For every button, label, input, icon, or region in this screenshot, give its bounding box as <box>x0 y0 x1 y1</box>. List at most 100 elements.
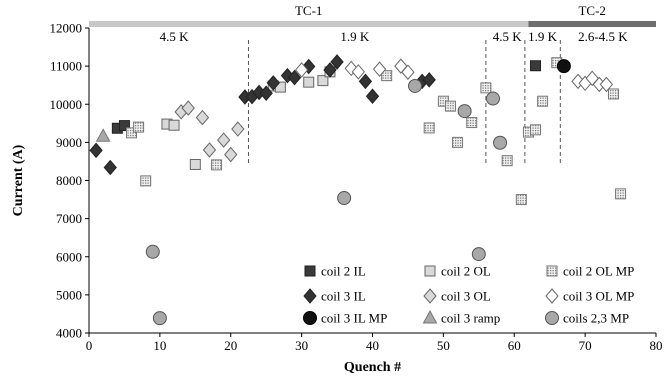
x-tick-label-4: 40 <box>366 338 379 353</box>
point-s4-2 <box>195 109 210 126</box>
legend-label-3: coil 3 IL <box>321 289 366 304</box>
point-s2-10 <box>480 82 492 94</box>
x-tick-label-2: 20 <box>224 338 237 353</box>
legend-marker-4 <box>423 288 437 304</box>
series-6 <box>556 59 571 74</box>
point-s3-0 <box>89 142 103 159</box>
series-5 <box>294 58 614 93</box>
legend-item-5: coil 3 OL MP <box>545 288 634 304</box>
axes: 4000 5000 6000 7000 8000 9000 10000 11000 12000 0… <box>50 21 663 354</box>
phase-label-0: TC-1 <box>295 3 322 18</box>
point-s8-1 <box>152 311 167 326</box>
point-s2-3 <box>211 159 223 171</box>
legend-label-5: coil 3 OL MP <box>563 289 634 304</box>
point-s2-9 <box>466 117 478 129</box>
legend-label-4: coil 3 OL <box>441 289 491 304</box>
point-s8-0 <box>145 244 160 259</box>
legend-marker-0 <box>304 265 316 277</box>
point-s8-3 <box>408 78 423 93</box>
x-tick-label-3: 30 <box>295 338 308 353</box>
point-s3-13 <box>365 88 380 105</box>
series-4 <box>174 100 245 163</box>
point-s4-6 <box>231 121 245 137</box>
y-tick-label-3: 7000 <box>56 211 82 226</box>
legend-item-2: coil 2 OL MP <box>546 264 634 279</box>
point-s2-4 <box>381 70 393 82</box>
point-s5-3 <box>372 61 387 77</box>
series-0 <box>111 60 542 134</box>
point-s3-1 <box>103 159 117 176</box>
y-tick-label-7: 11000 <box>50 59 82 74</box>
legend: coil 2 IL coil 2 OL coil 2 OL MP coil 3 IL c… <box>303 264 634 326</box>
region-label-4: 2.6-4.5 K <box>578 29 628 44</box>
point-s5-5 <box>401 64 415 80</box>
point-s0-2 <box>530 60 542 72</box>
point-s8-7 <box>493 135 508 150</box>
point-s2-5 <box>423 122 435 134</box>
legend-label-7: coil 3 ramp <box>441 311 500 326</box>
legend-marker-1 <box>424 265 436 277</box>
x-axis-title: Quench # <box>344 360 401 375</box>
legend-label-6: coil 3 IL MP <box>321 311 387 326</box>
series-2 <box>126 57 627 206</box>
point-s5-0 <box>294 62 309 78</box>
x-tick-label-0: 0 <box>86 338 93 353</box>
legend-label-1: coil 2 OL <box>441 264 491 279</box>
series-3 <box>89 54 436 176</box>
legend-item-8: coils 2,3 MP <box>545 311 629 326</box>
point-s2-18 <box>615 188 627 200</box>
region-labels: 4.5 K 1.9 K 4.5 K 1.9 K 2.6-4.5 K <box>160 29 629 44</box>
phase-label-1: TC-2 <box>578 3 605 18</box>
point-s0-1 <box>118 120 130 132</box>
point-s4-1 <box>181 100 195 116</box>
point-s2-7 <box>444 100 456 112</box>
point-s3-15 <box>422 72 436 88</box>
y-tick-label-0: 4000 <box>56 326 82 341</box>
legend-marker-7 <box>422 309 438 324</box>
legend-label-2: coil 2 OL MP <box>563 264 634 279</box>
point-s3-6 <box>266 75 280 91</box>
y-tick-label-8: 12000 <box>50 21 83 36</box>
region-label-2: 4.5 K <box>493 29 523 44</box>
region-label-1: 1.9 K <box>340 29 370 44</box>
y-axis-title: Current (A) <box>11 144 26 216</box>
point-s2-0 <box>126 127 138 139</box>
point-s4-3 <box>202 142 217 158</box>
y-tick-label-2: 6000 <box>56 249 82 264</box>
phase-bars: TC-1 TC-2 <box>89 3 656 27</box>
point-s1-1 <box>168 119 180 131</box>
y-tick-label-5: 9000 <box>56 135 82 150</box>
point-s2-11 <box>501 155 513 167</box>
point-s8-4 <box>457 104 472 119</box>
point-s7-0 <box>95 128 111 142</box>
x-tick-label-6: 60 <box>508 338 521 353</box>
point-s3-12 <box>358 73 373 90</box>
phase-bar-0 <box>89 21 529 27</box>
point-s3-11 <box>330 54 344 70</box>
point-s2-1 <box>133 121 145 133</box>
point-s3-5 <box>259 85 273 101</box>
point-s4-5 <box>224 146 238 163</box>
point-s6-0 <box>556 59 571 74</box>
point-s1-5 <box>303 76 315 88</box>
point-s2-2 <box>140 175 152 187</box>
region-label-0: 4.5 K <box>160 29 190 44</box>
point-s2-15 <box>537 95 549 107</box>
legend-marker-2 <box>546 265 558 277</box>
point-s1-2 <box>189 158 201 170</box>
legend-item-3: coil 3 IL <box>303 288 366 304</box>
series-8 <box>145 78 508 326</box>
x-tick-label-5: 50 <box>437 338 450 353</box>
legend-item-6: coil 3 IL MP <box>303 311 387 326</box>
legend-marker-5 <box>545 288 559 304</box>
legend-label-0: coil 2 IL <box>321 264 366 279</box>
point-s4-4 <box>217 132 231 148</box>
data-points <box>89 54 627 326</box>
point-s5-2 <box>351 64 365 80</box>
point-s2-17 <box>607 88 619 100</box>
point-s8-2 <box>337 191 352 206</box>
region-dividers <box>247 40 561 164</box>
point-s2-14 <box>530 124 542 136</box>
legend-marker-8 <box>545 311 559 325</box>
